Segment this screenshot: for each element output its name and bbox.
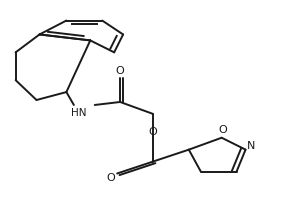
Text: O: O — [107, 173, 116, 183]
Text: HN: HN — [71, 108, 87, 118]
Text: N: N — [247, 141, 256, 151]
Text: O: O — [116, 66, 124, 76]
Text: O: O — [219, 125, 227, 135]
Text: O: O — [148, 127, 158, 137]
